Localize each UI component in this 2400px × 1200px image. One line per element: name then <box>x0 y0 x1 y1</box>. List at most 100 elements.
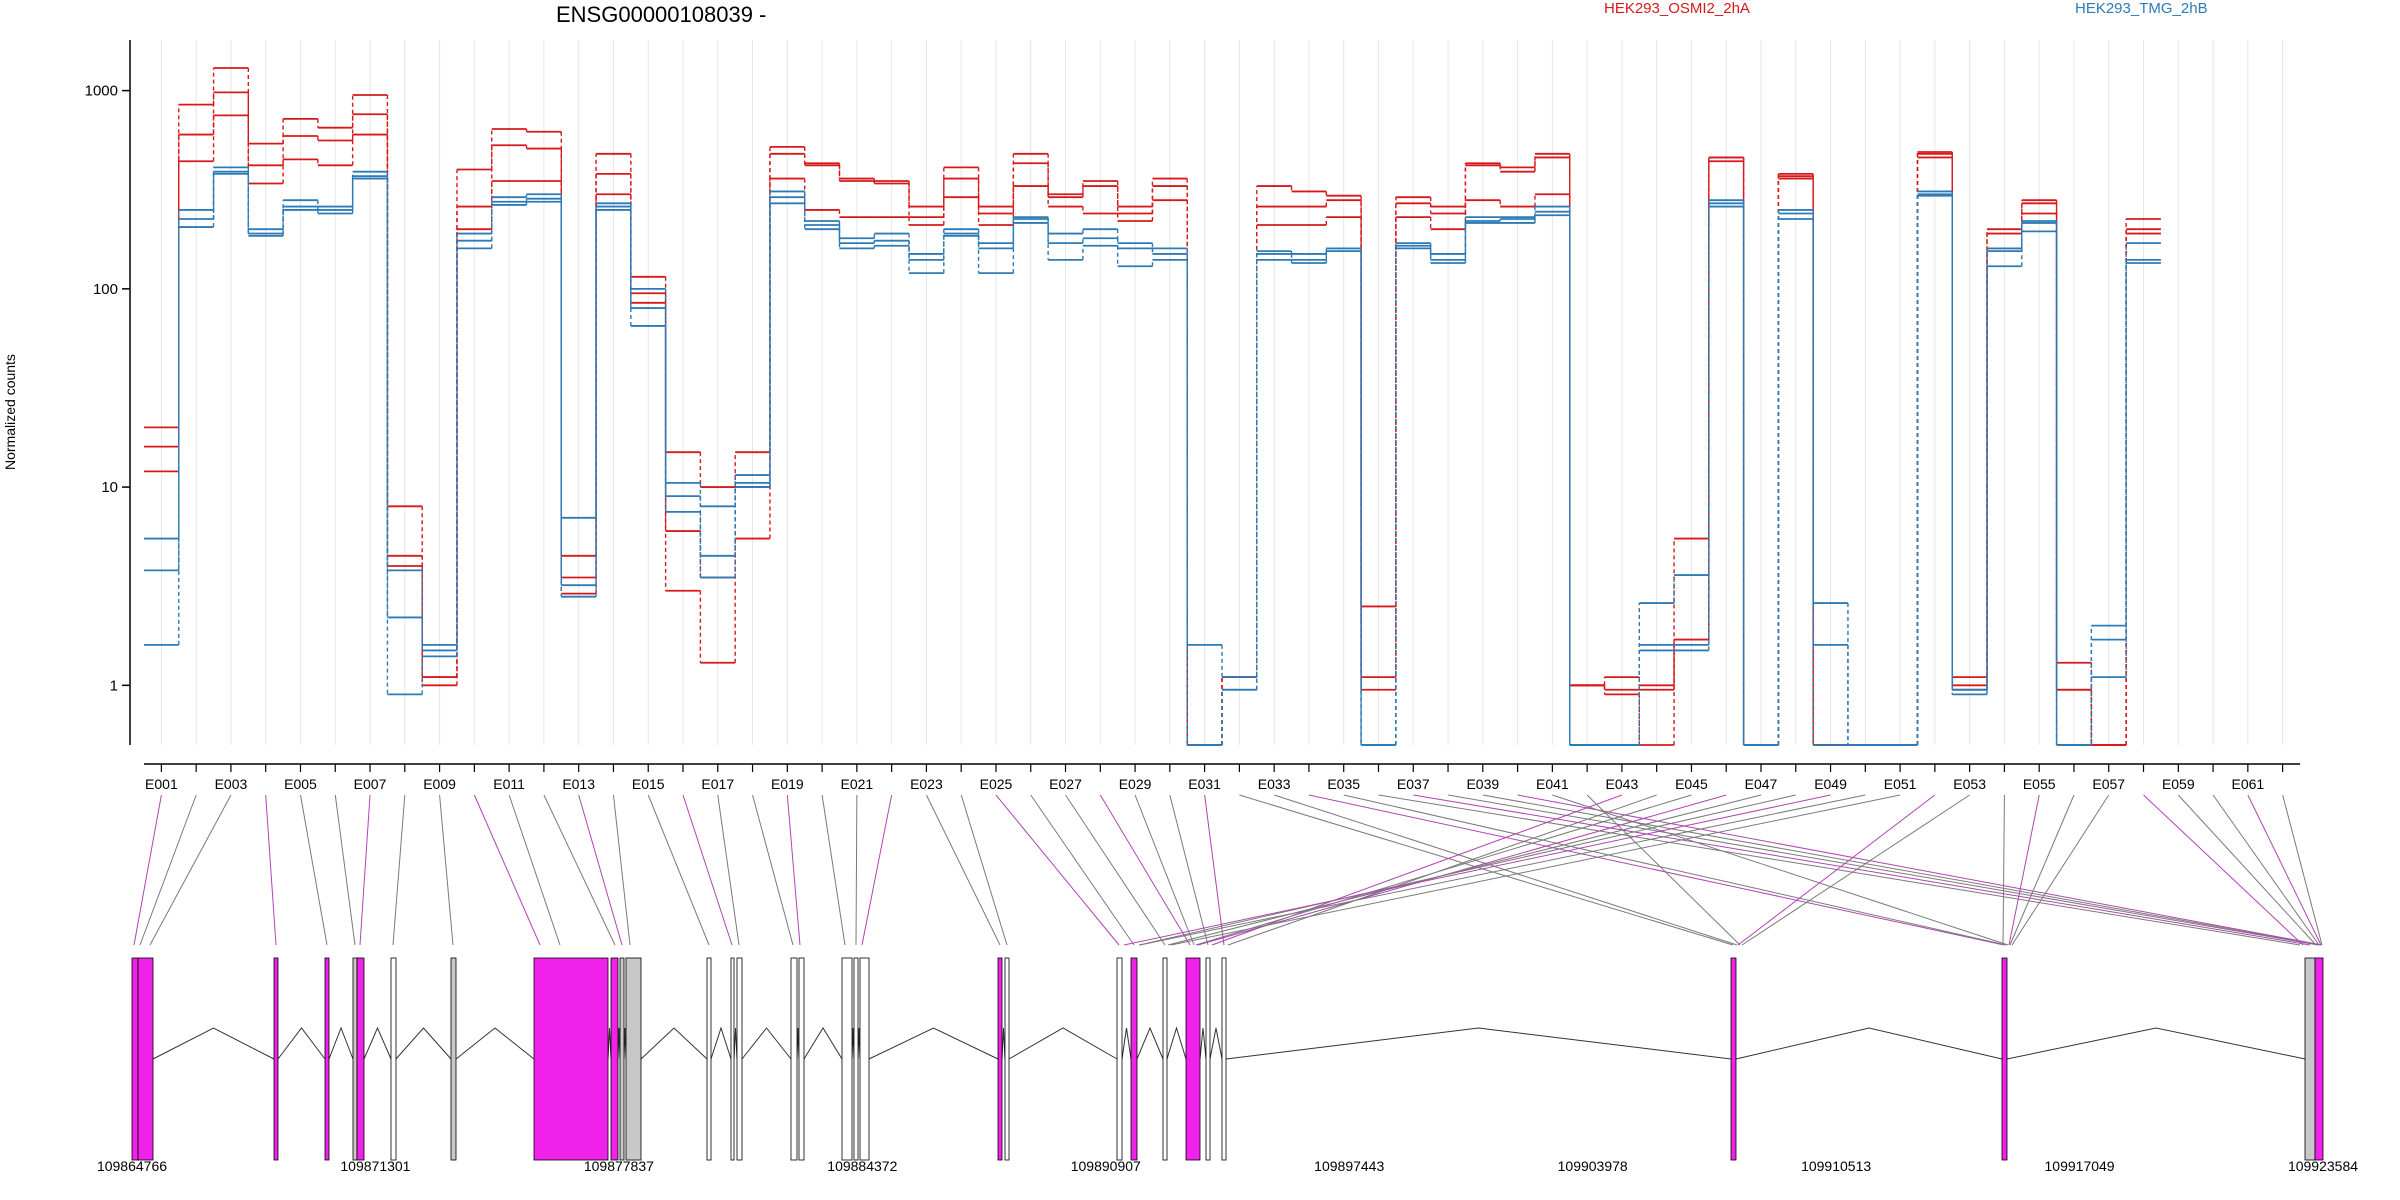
x-tick-label: E031 <box>1188 776 1221 792</box>
x-tick-label: E029 <box>1119 776 1152 792</box>
intron-line <box>803 1027 843 1060</box>
exon-connector <box>1378 794 2301 946</box>
intron-line <box>640 1027 708 1060</box>
intron-line <box>328 1026 354 1060</box>
exon-connector <box>1195 794 1692 946</box>
exon-connector-layer <box>133 794 2323 946</box>
exon-connector <box>2143 794 2304 946</box>
x-tick-label: E015 <box>632 776 665 792</box>
exon-connector <box>2009 794 2075 946</box>
x-tick-label: E033 <box>1258 776 1291 792</box>
genomic-coordinate-label: 109864766 <box>97 1158 167 1174</box>
exon-connector <box>1139 794 1866 946</box>
exon-connector <box>717 794 740 946</box>
intron-line <box>710 1026 732 1060</box>
gene-model-layer <box>131 957 2324 1161</box>
exon-block <box>1221 957 1227 1161</box>
y-axis: 1 10 100 1000 <box>85 40 131 745</box>
intron-line <box>1136 1026 1164 1060</box>
exon-connector <box>1552 794 2009 946</box>
exon-connector <box>1123 794 1831 946</box>
series-line <box>144 67 2161 746</box>
exon-connector <box>1099 794 1191 946</box>
intron-line <box>2006 1027 2306 1060</box>
exon-block <box>706 957 712 1161</box>
exon-connector <box>578 794 623 946</box>
exon-block <box>273 957 279 1161</box>
exon-block <box>1730 957 1737 1161</box>
x-tick-label: E059 <box>2162 776 2195 792</box>
exon-connector <box>1413 794 2311 946</box>
exon-connector <box>925 794 1001 946</box>
exon-connector <box>647 794 710 946</box>
exon-connector <box>821 794 846 946</box>
exon-block <box>324 957 330 1161</box>
x-tick-label: E041 <box>1536 776 1569 792</box>
x-tick-label: E047 <box>1745 776 1778 792</box>
exon-connector <box>786 794 801 946</box>
y-tick-label: 1000 <box>85 83 118 100</box>
x-tick-label: E023 <box>910 776 943 792</box>
x-tick-label: E001 <box>145 776 178 792</box>
exon-connector <box>334 794 356 946</box>
x-tick-label: E049 <box>1814 776 1847 792</box>
exon-connector <box>1517 794 2323 946</box>
intron-line <box>363 1026 392 1060</box>
x-tick-label: E019 <box>771 776 804 792</box>
x-tick-label: E051 <box>1884 776 1917 792</box>
exon-connector <box>1138 794 1796 946</box>
x-tick-label: E055 <box>2023 776 2056 792</box>
exon-block <box>137 957 154 1161</box>
exon-block <box>610 957 619 1161</box>
x-tick-label: E007 <box>354 776 387 792</box>
exon-block <box>1185 957 1201 1161</box>
exon-block <box>790 957 798 1161</box>
exon-block <box>352 957 358 1161</box>
x-tick-label: E053 <box>1953 776 1986 792</box>
exon-connector <box>1741 794 1970 946</box>
exon-connector <box>439 794 454 946</box>
intron-line <box>152 1027 275 1060</box>
intron-line <box>868 1027 999 1060</box>
genomic-coordinate-label: 109890907 <box>1071 1158 1141 1174</box>
x-tick-label: E057 <box>2092 776 2125 792</box>
intron-line <box>1166 1026 1187 1060</box>
exon-block <box>997 957 1003 1161</box>
exon-connector <box>392 794 406 946</box>
intron-line <box>733 1027 738 1060</box>
chart-title: ENSG00000108039 - <box>556 2 767 27</box>
x-tick-label: E045 <box>1675 776 1708 792</box>
exon-connector <box>682 794 733 946</box>
intron-line <box>1209 1027 1223 1060</box>
exon-connector <box>299 794 328 946</box>
exon-block <box>2304 957 2316 1161</box>
x-axis: E001 E003 E005 E007 E009 E011 E013 E015 E017 E019… <box>144 763 2300 792</box>
exon-block <box>390 957 397 1161</box>
genomic-coordinate-label: 109877837 <box>584 1158 654 1174</box>
exon-connector <box>995 794 1120 946</box>
x-tick-label: E021 <box>841 776 874 792</box>
exon-block <box>1162 957 1168 1161</box>
exon-connector <box>265 794 277 946</box>
exon-connector <box>1239 794 1734 946</box>
exon-connector <box>752 794 794 946</box>
exon-connector <box>1308 794 2005 946</box>
exon-connector <box>149 794 232 946</box>
exon-connector <box>1343 794 2007 946</box>
exon-connector <box>1586 794 1741 946</box>
exon-connector <box>1167 794 1762 946</box>
series-line <box>144 91 2161 746</box>
intron-line <box>607 1027 612 1060</box>
exon-block <box>1004 957 1010 1161</box>
intron-line <box>1199 1027 1207 1060</box>
exon-connector <box>473 794 541 946</box>
exon-block <box>1130 957 1138 1161</box>
x-tick-label: E013 <box>562 776 595 792</box>
x-tick-label: E039 <box>1466 776 1499 792</box>
exon-connector <box>359 794 371 946</box>
exon-connector <box>2212 794 2320 946</box>
exon-block <box>1205 957 1211 1161</box>
exon-connector <box>1065 794 1166 946</box>
exon-connector <box>612 794 631 946</box>
